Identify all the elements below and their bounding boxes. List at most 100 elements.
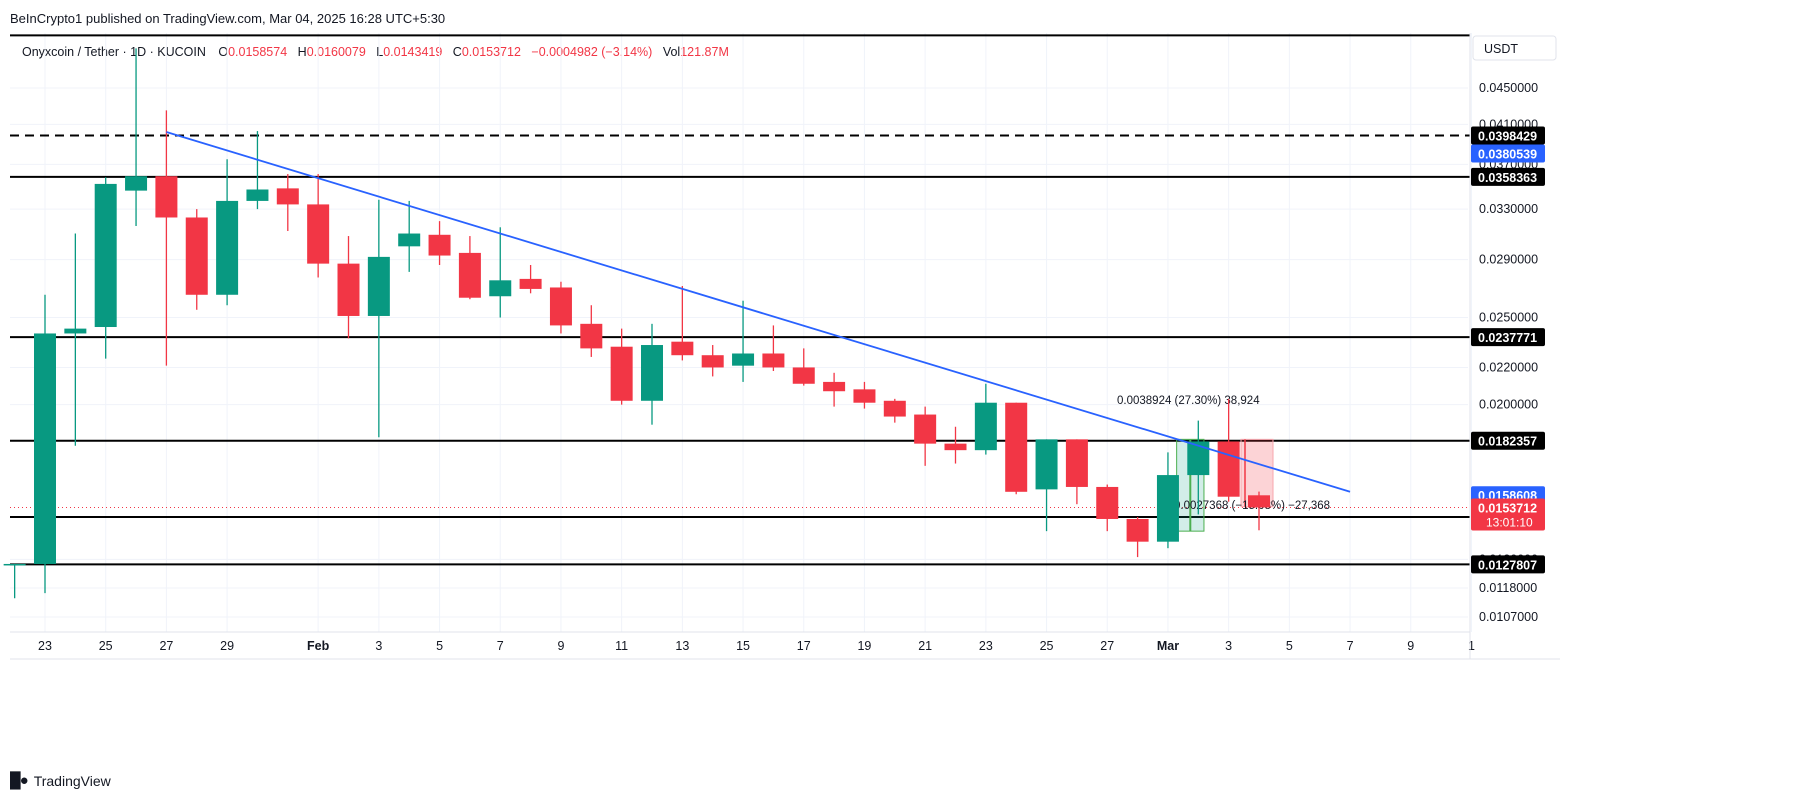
- up-measure-label: 0.0038924 (27.30%) 38,924: [1117, 395, 1260, 407]
- candle-body: [337, 263, 360, 316]
- close-label: C: [452, 45, 462, 59]
- price-badge-label: 0.0153712: [1478, 501, 1537, 515]
- candle-body: [216, 200, 239, 295]
- level-badge: [1471, 431, 1545, 450]
- candle-body: [671, 341, 694, 356]
- low-value: 0.0143419: [383, 45, 443, 59]
- level-badge: [1471, 555, 1545, 574]
- price-badges: 0.0398429 0.0358363 0.0237771 0.0182357 0.01…: [1471, 126, 1545, 574]
- candle-body: [974, 402, 997, 451]
- x-tick-label: 13: [675, 639, 689, 653]
- candle-body: [367, 256, 390, 316]
- candle-body: [1065, 439, 1088, 487]
- x-tick-label: 1: [1468, 639, 1475, 653]
- candle-body: [1187, 441, 1210, 476]
- x-tick-label: Mar: [1157, 639, 1179, 653]
- candle-body: [64, 328, 87, 334]
- candle-body: [125, 176, 148, 191]
- tradingview-brand[interactable]: █● TradingView: [10, 772, 111, 789]
- x-tick-label: 23: [979, 639, 993, 653]
- volume-value: 121.87M: [680, 45, 729, 59]
- price-badge: [1471, 498, 1545, 531]
- x-tick-label: 19: [857, 639, 871, 653]
- x-tick-label: 7: [497, 639, 504, 653]
- candle-body: [914, 414, 937, 444]
- candle-body: [762, 353, 785, 368]
- candle-body: [489, 280, 512, 297]
- open-label: O: [218, 45, 229, 59]
- candle-body: [185, 217, 208, 295]
- y-tick-label: 0.0250000: [1479, 311, 1538, 325]
- candle-body: [549, 287, 572, 326]
- candle-body: [155, 176, 178, 218]
- x-tick-label: 5: [436, 639, 443, 653]
- price-badge: [1471, 144, 1545, 163]
- x-tick-label: 15: [736, 639, 750, 653]
- candle-body: [641, 345, 663, 401]
- candle-body: [307, 204, 330, 264]
- candle-body: [610, 346, 633, 401]
- candle-body: [823, 381, 846, 392]
- candle-body: [853, 389, 876, 403]
- candle-body: [1156, 475, 1179, 542]
- candle-body: [458, 252, 481, 298]
- level-badge-label: 0.0358363: [1478, 171, 1537, 185]
- candle-body: [1248, 495, 1270, 508]
- y-tick-label: 0.0107000: [1479, 610, 1538, 624]
- descending-trendline: [166, 131, 1351, 493]
- level-badge-label: 0.0398429: [1478, 130, 1537, 144]
- x-tick-label: 3: [375, 639, 382, 653]
- y-tick-label: 0.0290000: [1479, 253, 1538, 267]
- y-tick-label: 0.0118000: [1479, 581, 1537, 595]
- open-value: 0.0158574: [228, 45, 288, 59]
- candle-body: [398, 233, 421, 247]
- level-badge: [1471, 126, 1545, 145]
- x-tick-label: 9: [1407, 639, 1414, 653]
- candle-body: [94, 183, 117, 328]
- x-tick-label: 29: [220, 639, 234, 653]
- close-value: 0.0153712: [461, 45, 521, 59]
- candle-body: [701, 355, 724, 368]
- low-label: L: [376, 45, 384, 59]
- x-tick-label: 17: [797, 639, 811, 653]
- grid-layer: [10, 33, 1472, 632]
- level-badge-label: 0.0237771: [1478, 331, 1537, 345]
- candle-body: [1126, 518, 1149, 542]
- trendline-layer: [166, 131, 1351, 493]
- x-tick-label: 25: [1040, 639, 1054, 653]
- candles: [3, 48, 1270, 599]
- brand-label: TradingView: [33, 772, 111, 789]
- volume-label: Vol: [662, 45, 681, 59]
- x-tick-label: 25: [99, 639, 113, 653]
- currency-label: USDT: [1484, 42, 1518, 56]
- high-value: 0.0160079: [306, 45, 366, 59]
- candle-body: [34, 333, 56, 564]
- candle-body: [1005, 402, 1028, 492]
- y-tick-label: 0.0220000: [1479, 360, 1538, 374]
- candle-body: [1217, 441, 1240, 497]
- horizontal-levels: [10, 34, 1470, 566]
- x-tick-label: 11: [615, 639, 628, 653]
- level-badge: [1471, 328, 1545, 347]
- x-tick-label: 27: [1100, 639, 1114, 653]
- publisher-caption: BeInCrypto1 published on TradingView.com…: [10, 11, 446, 26]
- price-badge-label: 0.0380539: [1478, 147, 1537, 161]
- candle-body: [792, 367, 815, 384]
- countdown-label: 13:01:10: [1486, 515, 1533, 529]
- candle-body: [1035, 439, 1058, 490]
- tradingview-logo-icon: █●: [10, 772, 29, 789]
- y-tick-label: 0.0330000: [1479, 202, 1538, 216]
- x-tick-label: 9: [557, 639, 564, 653]
- candle-body: [246, 189, 269, 201]
- x-tick-label: 23: [38, 639, 52, 653]
- level-badge-label: 0.0182357: [1478, 435, 1537, 449]
- y-tick-label: 0.0200000: [1479, 398, 1538, 412]
- candle-body: [580, 323, 603, 349]
- candle-body: [944, 443, 967, 451]
- level-badge-label: 0.0127807: [1478, 558, 1537, 572]
- candle-body: [732, 353, 755, 366]
- candle-body: [519, 278, 542, 289]
- x-tick-label: 3: [1225, 639, 1232, 653]
- symbol-label[interactable]: Onyxcoin / Tether · 1D · KUCOIN: [22, 45, 206, 59]
